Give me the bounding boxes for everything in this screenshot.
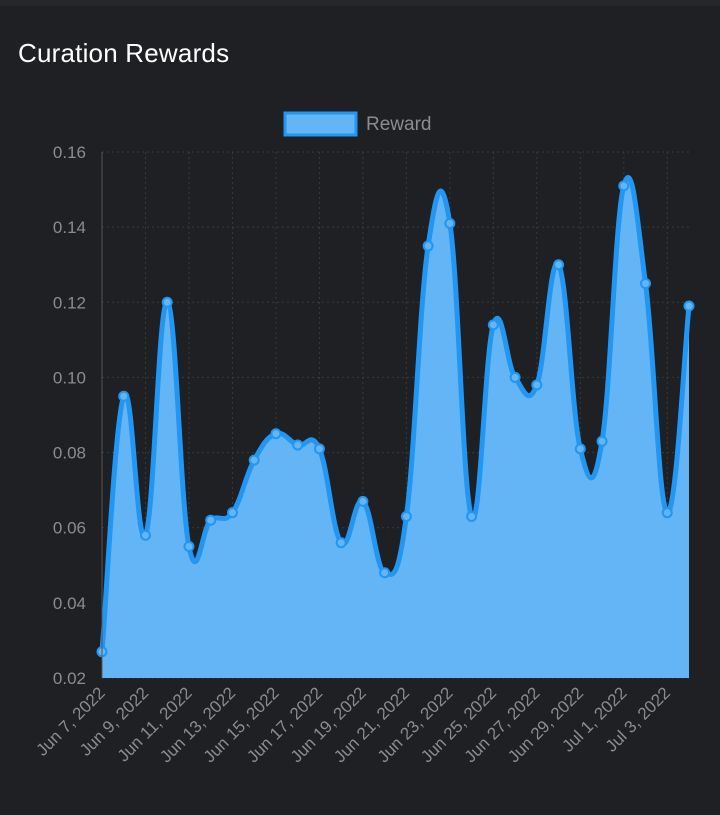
- point-layer: [96, 180, 695, 658]
- y-tick-label: 0.14: [53, 218, 86, 237]
- reward-area-fill: [102, 177, 689, 678]
- legend[interactable]: Reward: [283, 111, 431, 137]
- data-point[interactable]: [183, 541, 195, 552]
- legend-label: Reward: [366, 114, 431, 135]
- data-point[interactable]: [226, 507, 238, 519]
- data-point[interactable]: [596, 435, 608, 447]
- data-point[interactable]: [270, 428, 282, 440]
- data-point[interactable]: [248, 454, 260, 466]
- data-point[interactable]: [205, 514, 217, 526]
- data-point[interactable]: [139, 529, 151, 541]
- data-point[interactable]: [683, 300, 695, 312]
- data-point[interactable]: [379, 567, 391, 579]
- top-bar: [0, 0, 720, 6]
- data-point[interactable]: [313, 443, 325, 455]
- data-point[interactable]: [357, 495, 369, 507]
- y-tick-label: 0.06: [53, 519, 86, 538]
- y-tick-label: 0.12: [53, 293, 86, 312]
- reward-line: [99, 175, 692, 652]
- data-point[interactable]: [466, 510, 478, 522]
- y-tick-label: 0.08: [53, 444, 86, 463]
- data-point[interactable]: [118, 390, 130, 402]
- data-point[interactable]: [661, 507, 673, 519]
- data-point[interactable]: [640, 278, 652, 289]
- data-point[interactable]: [487, 319, 499, 331]
- data-point[interactable]: [531, 379, 543, 391]
- data-point[interactable]: [509, 371, 521, 383]
- data-point[interactable]: [422, 240, 434, 252]
- data-point[interactable]: [618, 180, 630, 192]
- data-point[interactable]: [292, 439, 304, 451]
- y-tick-label: 0.16: [53, 143, 86, 162]
- card-title: Curation Rewards: [18, 38, 230, 68]
- y-tick-label: 0.10: [53, 368, 86, 387]
- data-point[interactable]: [574, 443, 586, 455]
- data-point[interactable]: [444, 217, 456, 229]
- area-layer: [99, 175, 692, 678]
- data-point[interactable]: [335, 537, 347, 549]
- legend-swatch: [283, 111, 358, 137]
- y-tick-label: 0.04: [53, 594, 86, 613]
- data-point[interactable]: [161, 296, 173, 308]
- y-tick-label: 0.02: [53, 669, 86, 688]
- data-point[interactable]: [400, 510, 412, 522]
- data-point[interactable]: [553, 259, 565, 271]
